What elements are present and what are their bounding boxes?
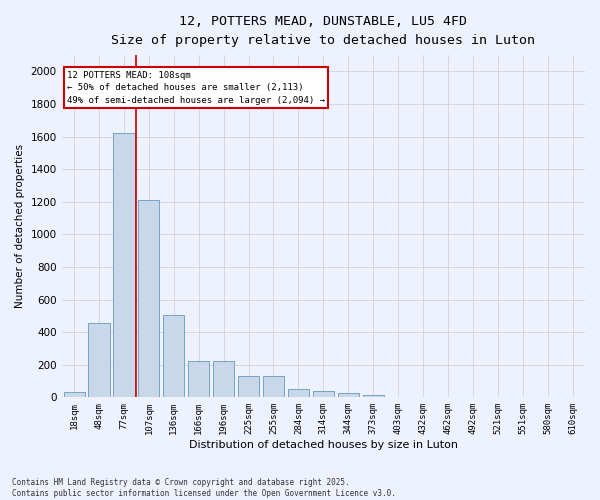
Bar — [362, 395, 384, 398]
Bar — [113, 134, 134, 398]
Bar — [213, 362, 234, 398]
Bar — [188, 362, 209, 398]
Bar — [338, 394, 359, 398]
Text: 12 POTTERS MEAD: 108sqm
← 50% of detached houses are smaller (2,113)
49% of semi: 12 POTTERS MEAD: 108sqm ← 50% of detache… — [67, 70, 325, 104]
Bar — [238, 376, 259, 398]
Bar — [288, 389, 309, 398]
Bar — [138, 200, 160, 398]
Y-axis label: Number of detached properties: Number of detached properties — [15, 144, 25, 308]
Bar — [64, 392, 85, 398]
X-axis label: Distribution of detached houses by size in Luton: Distribution of detached houses by size … — [189, 440, 458, 450]
Bar — [313, 391, 334, 398]
Text: Contains HM Land Registry data © Crown copyright and database right 2025.
Contai: Contains HM Land Registry data © Crown c… — [12, 478, 396, 498]
Bar — [88, 323, 110, 398]
Bar — [163, 315, 184, 398]
Bar — [263, 376, 284, 398]
Title: 12, POTTERS MEAD, DUNSTABLE, LU5 4FD
Size of property relative to detached house: 12, POTTERS MEAD, DUNSTABLE, LU5 4FD Siz… — [112, 15, 535, 47]
